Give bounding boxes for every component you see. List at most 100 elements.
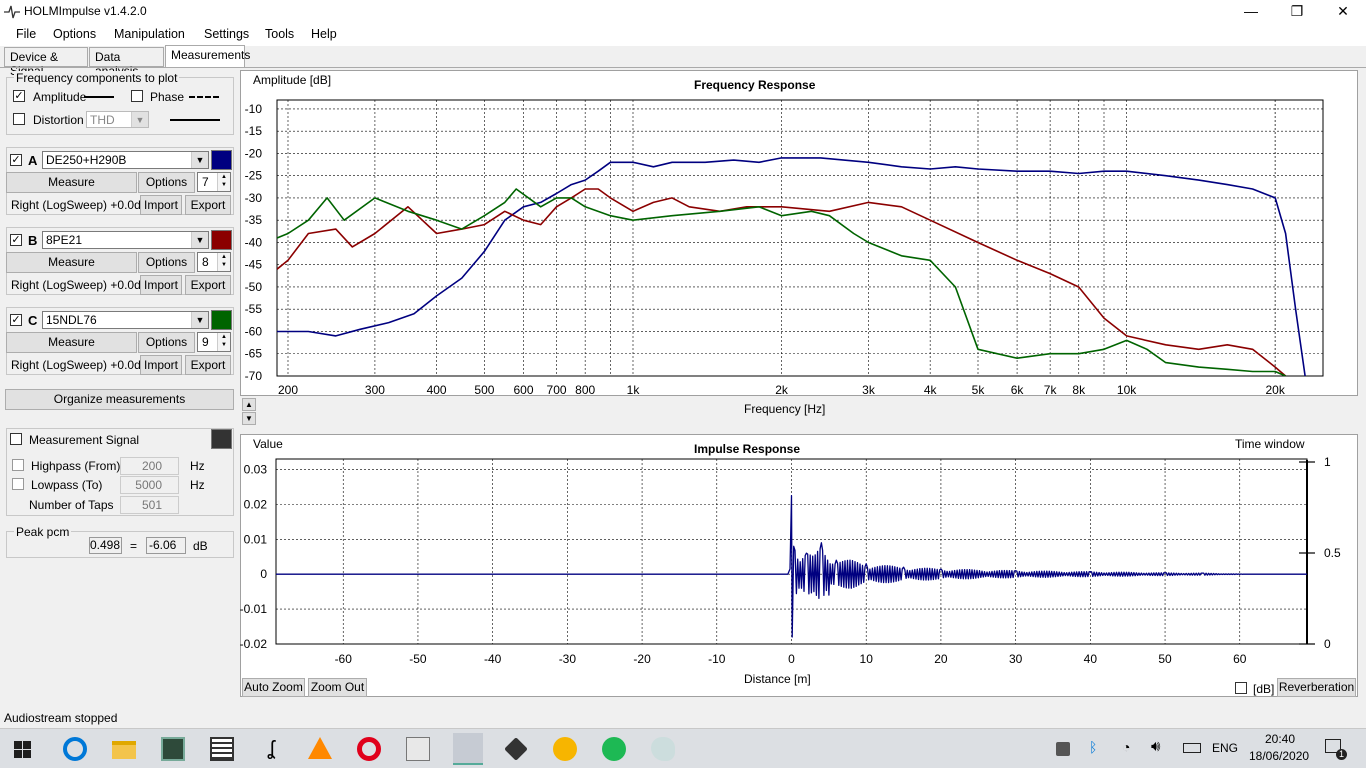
measurement-c-color[interactable] [211, 310, 232, 330]
holmimpulse-taskbar-icon[interactable] [453, 733, 483, 765]
tab-measurements[interactable]: Measurements [165, 45, 250, 68]
options-a-button[interactable]: Options [138, 172, 195, 193]
windows-start-icon[interactable] [14, 741, 31, 758]
tool-app-icon[interactable] [504, 737, 528, 761]
highpass-checkbox[interactable] [12, 459, 24, 471]
scroll-down-button[interactable]: ▼ [242, 412, 256, 425]
measure-b-button[interactable]: Measure [6, 252, 137, 273]
measurement-signal-checkbox[interactable] [10, 433, 22, 445]
frequency-series-15ndl76 [277, 188, 1286, 376]
security-icon[interactable] [1056, 742, 1070, 756]
measurement-signal-color[interactable] [211, 429, 232, 449]
clock-time[interactable]: 20:40 [1265, 732, 1296, 746]
impulse-xtick-label: 50 [1158, 652, 1172, 666]
calculator-icon[interactable] [210, 737, 234, 761]
frequency-response-chart[interactable]: -10 -15 -20 -25 -30 -35 -40 -45 -50 -55 -60 -65 -70 2… [240, 70, 1358, 396]
export-b-button[interactable]: Export [185, 275, 231, 295]
spin-arrows-icon[interactable]: ▲ ▼ [217, 173, 230, 191]
distortion-type-select[interactable]: THD ▼ [86, 111, 149, 128]
edge-icon[interactable] [63, 737, 87, 761]
measurement-signal-group [6, 428, 234, 516]
import-b-button[interactable]: Import [140, 275, 182, 295]
export-c-button[interactable]: Export [185, 355, 231, 375]
zoom-out-button[interactable]: Zoom Out [308, 678, 367, 697]
opera-icon[interactable] [357, 737, 381, 761]
impulse-response-chart[interactable]: -60 -50 -40 -30 -20 -10 0 10 20 30 40 50 600.030.020… [240, 434, 1358, 697]
menu-tools[interactable]: Tools [265, 27, 295, 41]
distortion-checkbox[interactable] [13, 113, 25, 125]
menu-file[interactable]: File [16, 27, 37, 41]
spin-arrows-icon[interactable]: ▲ ▼ [217, 253, 230, 271]
menu-help[interactable]: Help [311, 27, 337, 41]
highpass-input[interactable]: 200 [120, 457, 179, 475]
auto-zoom-button[interactable]: Auto Zoom [242, 678, 305, 697]
scroll-up-button[interactable]: ▲ [242, 398, 256, 411]
impulse-ytick-label: 0.02 [244, 497, 268, 511]
impulse-xtick-label: 10 [860, 652, 874, 666]
vlc-icon[interactable] [308, 737, 332, 759]
tab-device-signal[interactable]: Device & Signal [4, 47, 88, 78]
import-a-button[interactable]: Import [140, 195, 182, 215]
highpass-label: Highpass (From) [31, 459, 121, 473]
measurement-b-spinner[interactable]: 8 ▲ ▼ [197, 252, 231, 272]
bluetooth-icon[interactable]: ᛒ [1089, 739, 1098, 755]
menu-settings[interactable]: Settings [204, 27, 250, 41]
amplitude-checkbox[interactable]: ✓ [13, 90, 25, 102]
audio-tool-icon[interactable]: ʆ [267, 738, 275, 760]
taps-input[interactable]: 501 [120, 496, 179, 514]
clock-date[interactable]: 18/06/2020 [1249, 749, 1310, 763]
impulse-ytick-label: -0.01 [240, 602, 267, 616]
minimize-button[interactable]: — [1244, 3, 1258, 19]
language-indicator[interactable]: ENG [1212, 741, 1239, 755]
measurement-b-checkbox[interactable]: ✓ [10, 234, 22, 246]
measurement-b-select[interactable]: 8PE21 ▼ [42, 231, 209, 249]
measurement-a-select[interactable]: DE250+H290B ▼ [42, 151, 209, 169]
export-a-button[interactable]: Export [185, 195, 231, 215]
lowpass-input[interactable]: 5000 [120, 476, 179, 494]
impulse-xtick-label: 20 [934, 652, 948, 666]
menu-manipulation[interactable]: Manipulation [114, 27, 185, 41]
measure-c-button[interactable]: Measure [6, 332, 137, 353]
spotify-icon[interactable] [602, 737, 626, 761]
network-tool-icon[interactable] [406, 737, 430, 761]
notification-icon[interactable] [1325, 739, 1341, 753]
frequency-xtick-label: 4k [924, 383, 938, 396]
organize-measurements-button[interactable]: Organize measurements [5, 389, 234, 410]
frequency-ytick-label: -60 [245, 324, 263, 338]
options-c-button[interactable]: Options [138, 332, 195, 353]
spin-arrows-icon[interactable]: ▲ ▼ [217, 333, 230, 351]
arduino-like-icon[interactable] [553, 737, 577, 761]
close-button[interactable]: ✕ [1337, 3, 1349, 19]
measurement-a-color[interactable] [211, 150, 232, 170]
phase-checkbox[interactable] [131, 90, 143, 102]
volume-icon[interactable]: 🔊︎ [1151, 738, 1161, 755]
measurement-a-checkbox[interactable]: ✓ [10, 154, 22, 166]
measure-a-button[interactable]: Measure [6, 172, 137, 193]
measurement-b-name: 8PE21 [46, 233, 83, 247]
measurement-b-color[interactable] [211, 230, 232, 250]
lowpass-checkbox[interactable] [12, 478, 24, 490]
frequency-ylabel: Amplitude [dB] [253, 73, 332, 87]
measurement-a-spinner[interactable]: 7 ▲ ▼ [197, 172, 231, 192]
db-checkbox[interactable] [1235, 682, 1247, 694]
status-bar: Audiostream stopped [0, 708, 1366, 728]
menu-options[interactable]: Options [53, 27, 97, 41]
tab-data-analysis[interactable]: Data analysis [89, 47, 164, 78]
impulse-xtick-label: -50 [409, 652, 427, 666]
reverberation-button[interactable]: Reverberation [1277, 678, 1356, 697]
measurement-a-spin-value: 7 [202, 175, 209, 189]
chevron-down-icon: ▼ [131, 112, 148, 127]
wifi-icon[interactable]: ◔ [1122, 739, 1131, 755]
import-c-button[interactable]: Import [140, 355, 182, 375]
frequency-xtick-label: 8k [1072, 383, 1086, 396]
measurement-c-select[interactable]: 15NDL76 ▼ [42, 311, 209, 329]
battery-icon[interactable] [1183, 743, 1201, 753]
options-b-button[interactable]: Options [138, 252, 195, 273]
impulse-xtick-label: -30 [559, 652, 577, 666]
measurement-c-checkbox[interactable]: ✓ [10, 314, 22, 326]
app-tile-icon[interactable] [161, 737, 185, 761]
measurement-c-spinner[interactable]: 9 ▲ ▼ [197, 332, 231, 352]
maximize-button[interactable]: ❐ [1290, 3, 1304, 19]
paint-icon[interactable] [651, 737, 675, 761]
file-explorer-icon[interactable] [112, 741, 136, 759]
